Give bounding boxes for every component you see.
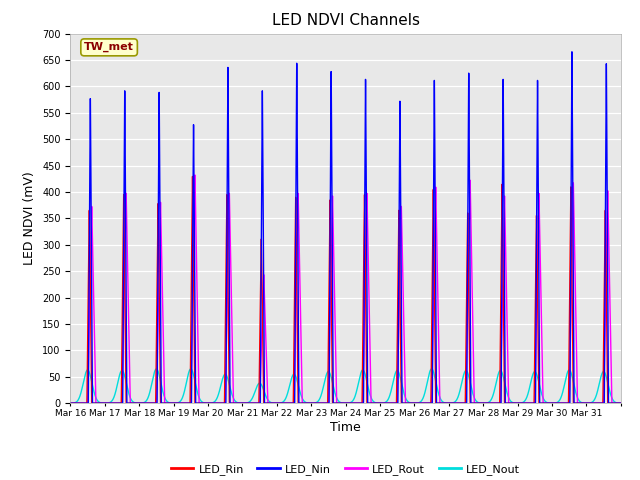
Legend: LED_Rin, LED_Nin, LED_Rout, LED_Nout: LED_Rin, LED_Nin, LED_Rout, LED_Nout (166, 459, 525, 479)
X-axis label: Time: Time (330, 420, 361, 433)
Title: LED NDVI Channels: LED NDVI Channels (271, 13, 420, 28)
Y-axis label: LED NDVI (mV): LED NDVI (mV) (24, 171, 36, 265)
Text: TW_met: TW_met (84, 42, 134, 52)
